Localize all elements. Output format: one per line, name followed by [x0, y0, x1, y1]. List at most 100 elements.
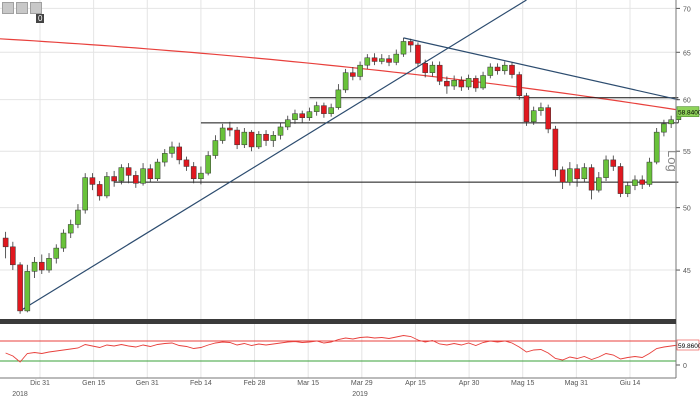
- candle-body: [82, 177, 88, 211]
- y-axis-title: Log: [665, 150, 680, 172]
- x-tick-label: Gen 15: [82, 380, 105, 387]
- candle-body: [133, 175, 139, 184]
- price-label-box: [676, 106, 700, 117]
- candle: [538, 102, 544, 116]
- candle: [530, 106, 537, 125]
- candle: [284, 115, 291, 131]
- candle: [567, 162, 573, 186]
- candle-body: [328, 107, 334, 114]
- x-tick-label: Feb 14: [190, 380, 212, 387]
- zoom-icon[interactable]: [2, 2, 14, 14]
- candle-body: [125, 167, 132, 176]
- candle: [393, 49, 400, 66]
- candle: [46, 253, 52, 273]
- candle-body: [17, 264, 23, 312]
- candle: [407, 38, 414, 53]
- candle-body: [2, 237, 9, 248]
- x-tick-label: Feb 28: [244, 380, 266, 387]
- candle: [371, 53, 378, 66]
- candle-body: [31, 261, 38, 272]
- candle-body: [118, 167, 125, 182]
- candle-body: [256, 133, 262, 148]
- candle-body: [451, 80, 457, 87]
- candle: [646, 157, 653, 187]
- candle-body: [538, 107, 544, 111]
- candle: [89, 173, 96, 191]
- candle: [321, 102, 327, 118]
- candle: [75, 204, 81, 229]
- candle-body: [111, 176, 117, 182]
- x-tick-label: Dic 31: [30, 380, 50, 387]
- y-tick-label: 60: [683, 98, 691, 105]
- candle: [639, 175, 645, 190]
- candle-body: [480, 75, 486, 89]
- candle: [270, 131, 277, 147]
- candle: [436, 61, 443, 86]
- candle: [458, 76, 465, 91]
- x-tick-label: Mag 31: [565, 380, 588, 387]
- candle: [234, 126, 240, 150]
- candle: [140, 163, 146, 186]
- candle-body: [53, 247, 60, 259]
- candle: [364, 54, 371, 69]
- candle: [545, 104, 551, 134]
- candle-body: [610, 159, 617, 167]
- candle-body: [415, 44, 421, 64]
- candle-body: [364, 57, 371, 66]
- candle: [227, 121, 233, 137]
- candle-body: [205, 155, 211, 174]
- candle: [60, 229, 67, 252]
- rsi-label-box: [676, 339, 700, 351]
- candle-body: [494, 66, 501, 72]
- toolbar-badge: 0: [36, 14, 45, 23]
- candle-body: [39, 261, 45, 271]
- x-tick-label: Gen 31: [136, 380, 159, 387]
- candle-body: [321, 105, 327, 114]
- candle-body: [147, 168, 154, 180]
- candle: [480, 71, 486, 90]
- candle-body: [639, 179, 645, 185]
- expand-icon[interactable]: [30, 2, 42, 14]
- candle: [328, 103, 334, 117]
- candle-body: [219, 127, 226, 141]
- candle: [263, 130, 269, 146]
- candle: [2, 231, 9, 259]
- candle: [335, 84, 342, 110]
- candle: [473, 75, 479, 92]
- candle-body: [473, 78, 479, 89]
- candle: [379, 54, 385, 65]
- x-tick-label: Mar 29: [351, 380, 373, 387]
- candle-body: [284, 119, 291, 128]
- pencil-icon[interactable]: [16, 2, 28, 14]
- candle-body: [248, 131, 255, 148]
- candle: [248, 130, 255, 152]
- candles: [2, 37, 682, 314]
- candle: [451, 75, 457, 90]
- candle-body: [444, 80, 450, 87]
- candle-body: [632, 179, 638, 186]
- candle-body: [190, 166, 197, 180]
- candle-body: [46, 258, 52, 271]
- candle: [588, 164, 595, 200]
- candle-body: [75, 209, 81, 225]
- candle: [342, 68, 349, 93]
- candle: [10, 241, 16, 271]
- candle-body: [89, 177, 96, 185]
- candle-body: [559, 169, 566, 183]
- trendline: [19, 0, 527, 312]
- candle-body: [603, 159, 609, 178]
- candle-body: [263, 133, 269, 141]
- candle-body: [198, 172, 204, 180]
- candle-body: [661, 123, 667, 133]
- candle: [313, 101, 320, 116]
- candle-body: [407, 41, 414, 46]
- y-tick-label: 45: [683, 268, 691, 275]
- rsi-label: 59.8600: [678, 343, 700, 350]
- candle: [31, 257, 38, 278]
- candle: [256, 131, 262, 150]
- candle: [190, 162, 197, 184]
- candle: [596, 172, 602, 193]
- candle-body: [270, 135, 277, 141]
